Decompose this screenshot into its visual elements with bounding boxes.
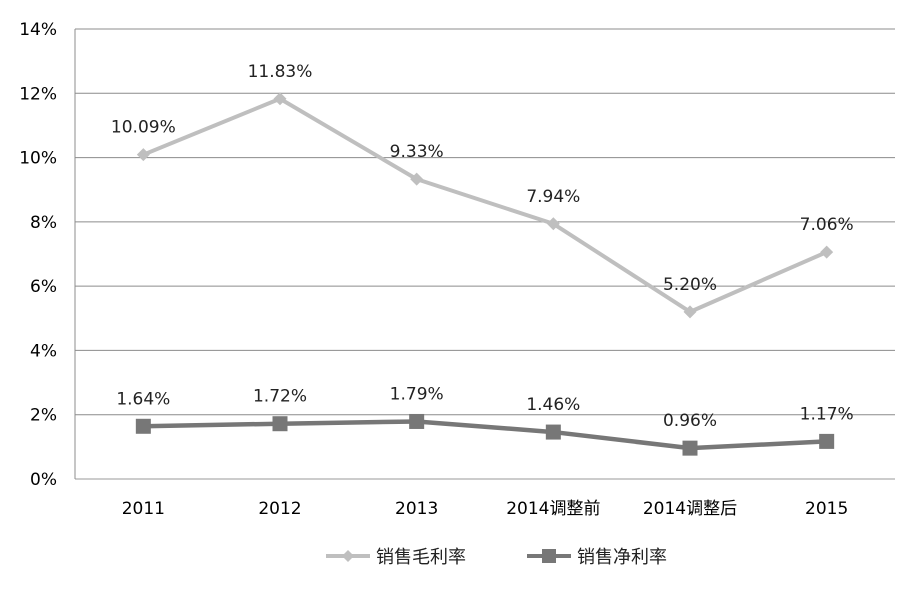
- data-label: 1.72%: [253, 387, 307, 407]
- series-line-2: [143, 419, 827, 451]
- x-tick-label: 2013: [395, 499, 438, 519]
- y-tick-label: 12%: [19, 84, 57, 104]
- data-point-square: [545, 424, 561, 440]
- y-tick-label: 10%: [19, 149, 57, 169]
- legend-marker-square: [542, 549, 556, 563]
- x-tick-label: 2015: [805, 499, 848, 519]
- data-label: 10.09%: [111, 118, 176, 138]
- x-tick-label: 2014调整后: [643, 499, 737, 519]
- y-tick-label: 8%: [30, 213, 57, 233]
- data-point-diamond: [410, 172, 424, 186]
- data-label: 5.20%: [663, 275, 717, 295]
- x-axis-ticks: 2011 2012 2013 2014调整前 2014调整后 2015: [122, 499, 849, 519]
- grid-lines: [74, 28, 895, 480]
- data-labels: 10.09% 11.83% 9.33% 7.94% 5.20% 7.06% 1.64% 1.7…: [111, 62, 854, 431]
- x-tick-label: 2011: [122, 499, 165, 519]
- data-point-square: [135, 418, 151, 434]
- data-point-diamond: [273, 92, 287, 106]
- data-point-diamond: [820, 245, 834, 259]
- data-label: 7.06%: [800, 215, 854, 235]
- legend: 销售毛利率 销售净利率: [326, 547, 667, 568]
- y-tick-label: 4%: [30, 341, 57, 361]
- data-label: 0.96%: [663, 411, 717, 431]
- data-point-square: [682, 440, 698, 456]
- y-axis-ticks: 0% 2% 4% 6% 8% 10% 12% 14%: [19, 20, 57, 490]
- data-point-diamond: [683, 305, 697, 319]
- y-tick-label: 14%: [19, 20, 57, 40]
- y-tick-label: 2%: [30, 406, 57, 426]
- data-label: 7.94%: [526, 187, 580, 207]
- data-label: 1.46%: [526, 395, 580, 415]
- legend-label: 销售净利率: [577, 547, 667, 568]
- x-tick-label: 2014调整前: [506, 499, 600, 519]
- data-point-diamond: [136, 148, 150, 162]
- data-point-square: [409, 413, 425, 429]
- x-tick-label: 2012: [258, 499, 301, 519]
- data-point-diamond: [546, 217, 560, 231]
- y-tick-label: 6%: [30, 277, 57, 297]
- y-tick-label: 0%: [30, 470, 57, 490]
- data-label: 11.83%: [248, 62, 313, 82]
- legend-label: 销售毛利率: [376, 547, 466, 568]
- data-label: 9.33%: [390, 142, 444, 162]
- data-label: 1.64%: [116, 389, 170, 409]
- series-line-1: [142, 96, 828, 314]
- data-label: 1.17%: [800, 404, 854, 424]
- legend-marker-diamond: [342, 550, 354, 562]
- data-point-square: [272, 416, 288, 432]
- data-label: 1.79%: [390, 384, 444, 404]
- series-layer: [135, 92, 835, 456]
- data-point-square: [819, 433, 835, 449]
